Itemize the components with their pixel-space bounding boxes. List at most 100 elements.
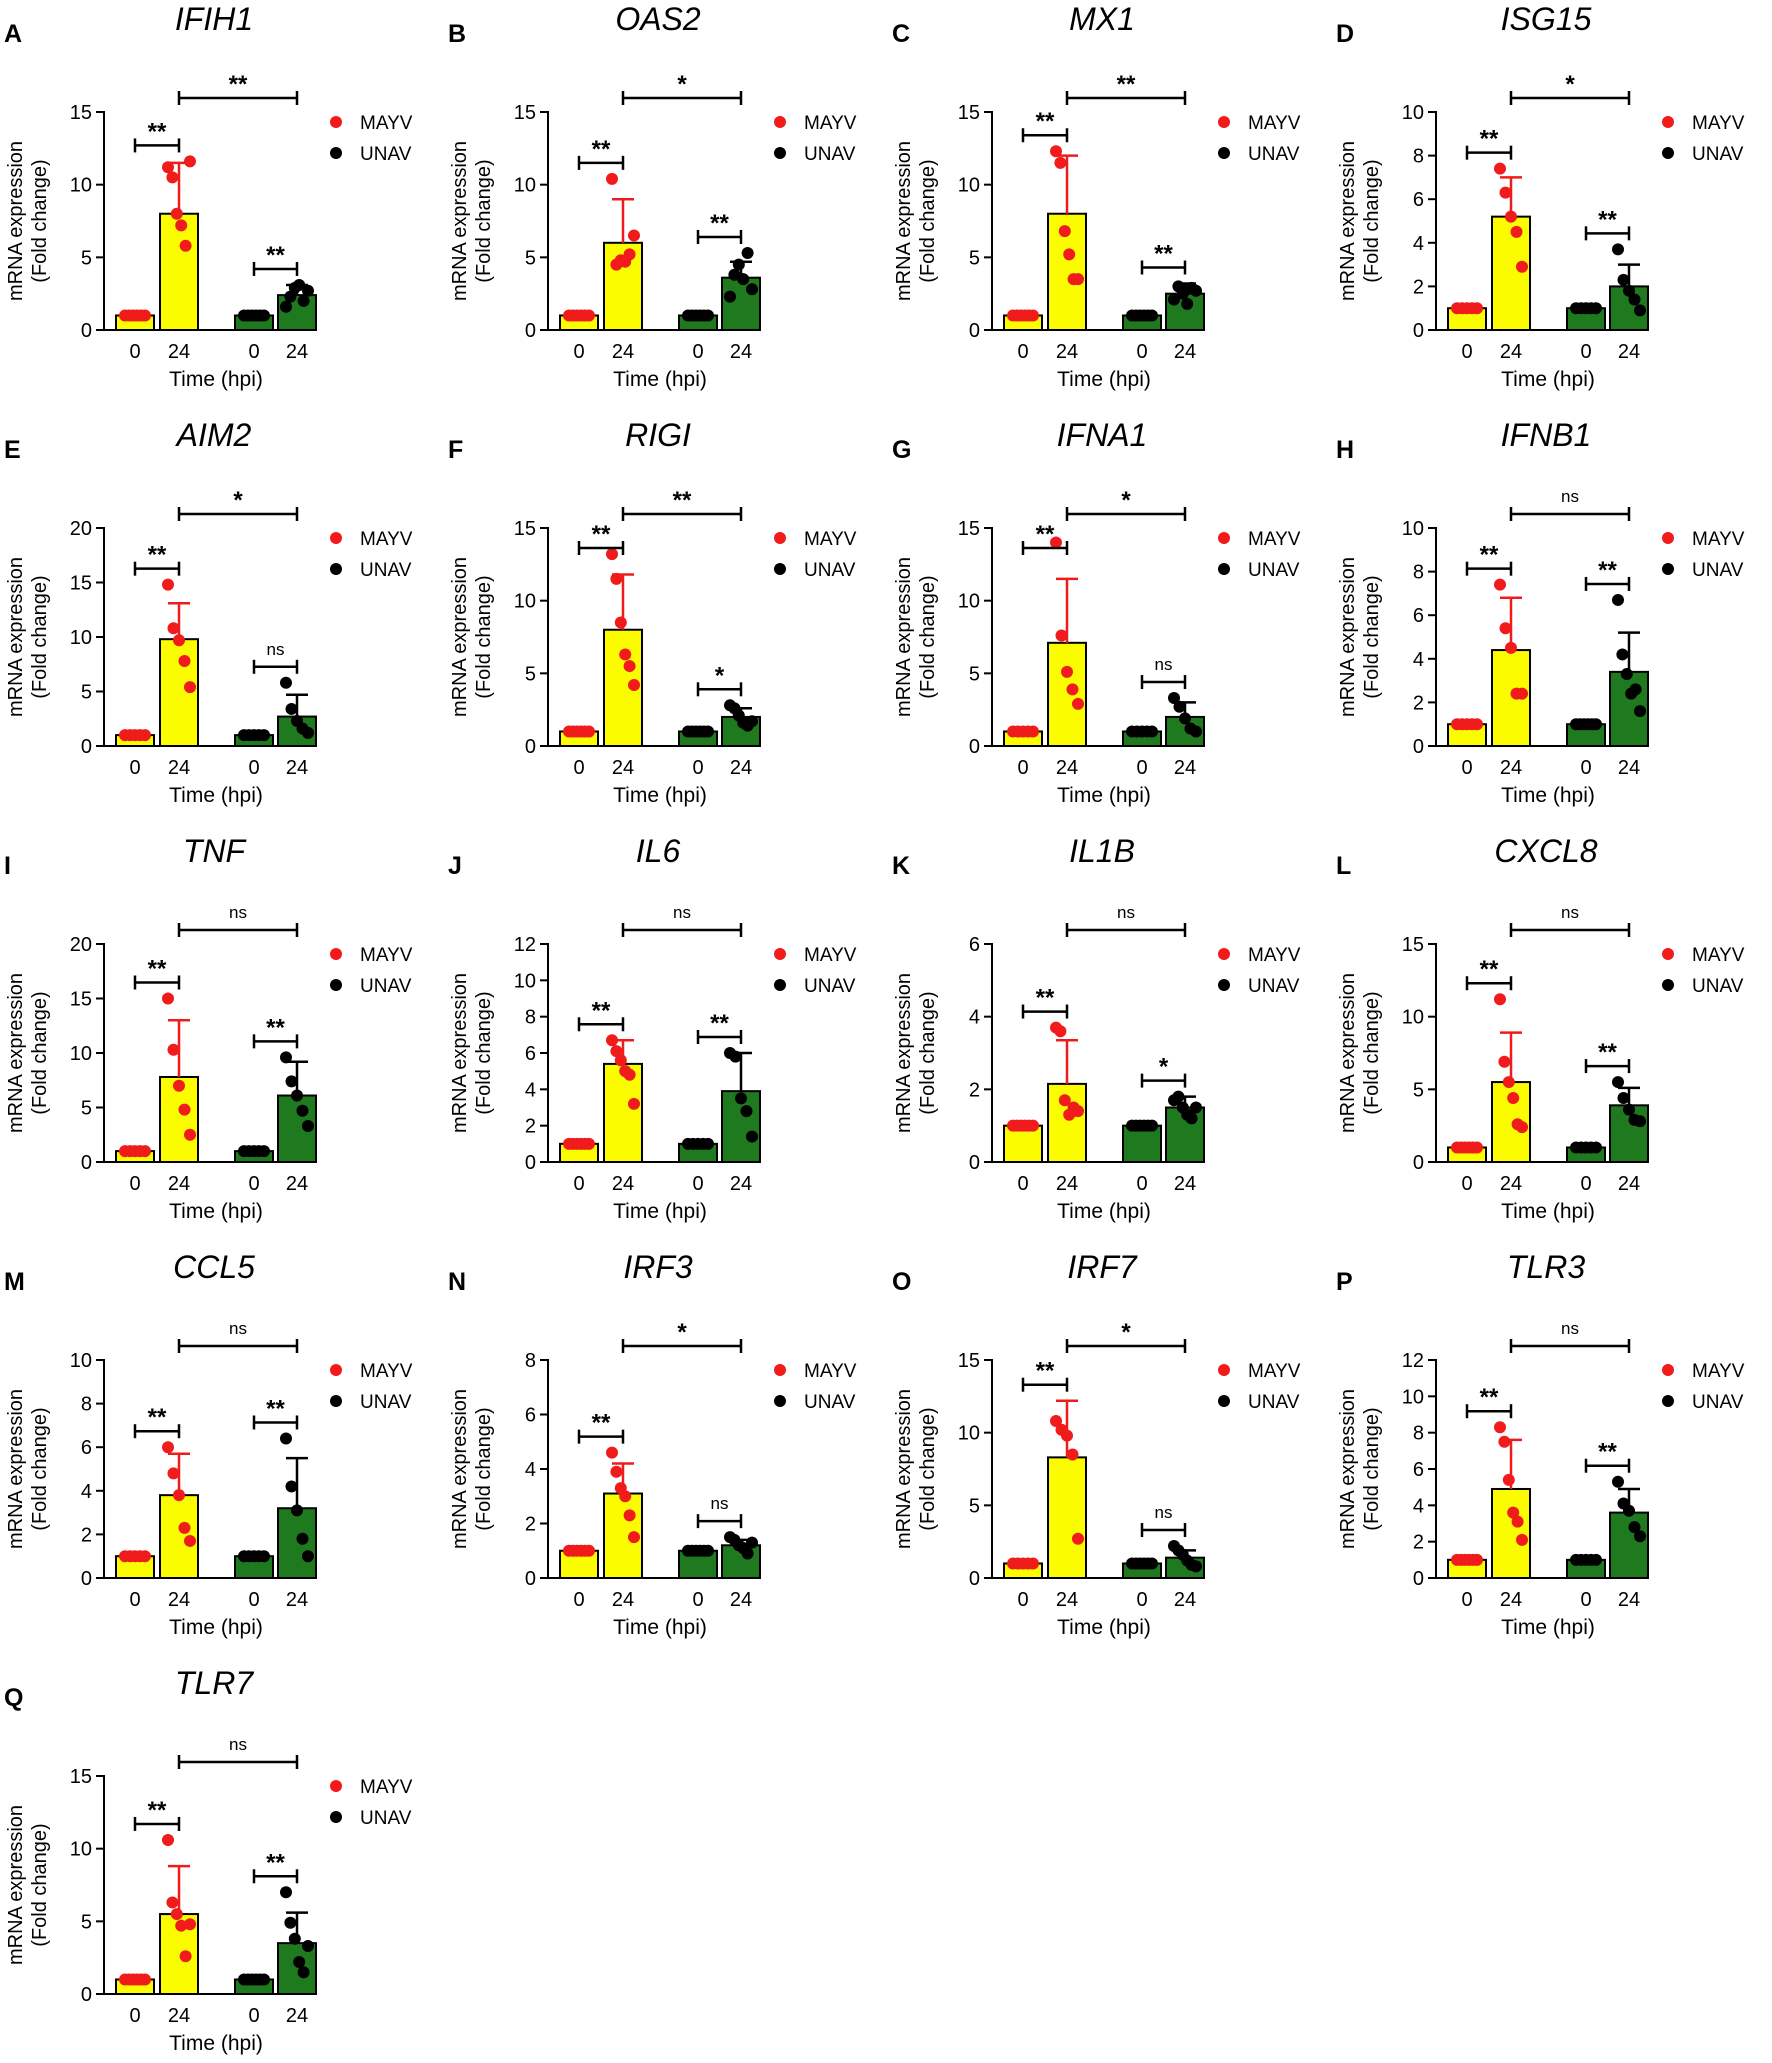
y-tick-label: 10 <box>70 1043 92 1065</box>
sig-bracket-unav-label: * <box>1159 1054 1169 1081</box>
y-tick-label: 2 <box>1413 1532 1424 1554</box>
y-tick-label: 4 <box>1413 1495 1424 1517</box>
y-tick-label: 8 <box>1413 562 1424 584</box>
data-point <box>619 648 632 661</box>
data-point <box>175 219 188 232</box>
y-tick-label: 8 <box>1413 146 1424 168</box>
legend-marker <box>1662 147 1674 159</box>
legend-marker <box>1662 563 1674 575</box>
bar <box>1491 1487 1531 1580</box>
data-point <box>606 1034 618 1047</box>
y-axis-label-line: (Fold change) <box>473 991 495 1114</box>
panel-letter: M <box>4 1268 25 1296</box>
y-axis-label: mRNA expression (Fold change) <box>5 973 51 1133</box>
panel-title: CCL5 <box>173 1249 255 1285</box>
legend-marker <box>330 532 342 544</box>
legend-marker <box>330 147 342 159</box>
data-point <box>1058 1094 1071 1107</box>
data-point <box>258 729 270 742</box>
sig-bracket-between-label: * <box>677 1319 687 1346</box>
legend-label: MAYV <box>1248 529 1301 550</box>
data-point <box>583 1544 595 1557</box>
data-point <box>179 1950 192 1963</box>
sig-bracket-between-label: ns <box>1117 903 1135 922</box>
data-point <box>606 1446 618 1459</box>
data-point <box>139 1973 151 1986</box>
data-point <box>296 1104 309 1117</box>
data-point <box>628 1531 640 1544</box>
data-point <box>724 290 736 303</box>
panel-title: IFNB1 <box>1501 417 1592 453</box>
data-point <box>1590 718 1602 731</box>
y-axis-label: mRNA expression (Fold change) <box>893 141 939 301</box>
panel-letter: E <box>4 436 21 464</box>
data-point <box>1050 1415 1062 1428</box>
y-tick-label: 0 <box>969 1568 980 1590</box>
y-axis-label-line: (Fold change) <box>29 159 51 282</box>
x-tick-label: 24 <box>286 1589 308 1611</box>
data-point <box>291 1504 303 1517</box>
panel-letter: O <box>892 1268 911 1296</box>
x-tick-label: 0 <box>573 1589 584 1611</box>
x-tick-label: 24 <box>612 1589 634 1611</box>
data-point <box>1502 1076 1515 1089</box>
y-tick-label: 15 <box>70 989 92 1011</box>
legend-label: MAYV <box>360 529 413 550</box>
data-point <box>1634 705 1646 718</box>
panel-A: A IFIH1 mRNA expression (Fold change) 0 5 10 15… <box>4 1 413 391</box>
y-axis-label-line: (Fold change) <box>29 1407 51 1530</box>
sig-bracket-mayv-label: ** <box>592 1410 611 1437</box>
panel-title: OAS2 <box>615 1 701 37</box>
x-tick-label: 0 <box>1017 341 1028 363</box>
x-axis-label: Time (hpi) <box>613 784 707 807</box>
y-axis-label: mRNA expression (Fold change) <box>5 557 51 717</box>
x-tick-label: 0 <box>692 757 703 779</box>
data-point <box>288 1932 301 1945</box>
x-tick-label: 24 <box>168 2005 190 2027</box>
data-point <box>1190 1101 1202 1114</box>
y-tick-label: 0 <box>969 320 980 342</box>
x-tick-label: 24 <box>168 1173 190 1195</box>
x-tick-label: 24 <box>1500 757 1522 779</box>
legend-marker <box>330 116 342 128</box>
y-tick-label: 4 <box>525 1079 536 1101</box>
data-point <box>606 548 618 561</box>
legend-marker <box>1662 948 1674 960</box>
y-axis-label-line: mRNA expression <box>1337 141 1359 301</box>
y-tick-label: 5 <box>81 1098 92 1120</box>
y-axis-label: mRNA expression (Fold change) <box>5 141 51 301</box>
legend-marker <box>330 1364 342 1376</box>
x-tick-label: 24 <box>1174 757 1196 779</box>
sig-bracket-between-label: ns <box>1561 903 1579 922</box>
y-axis-label-line: (Fold change) <box>29 991 51 1114</box>
data-point <box>1612 243 1624 256</box>
panel-letter: L <box>1336 852 1351 880</box>
x-tick-label: 0 <box>1580 1173 1591 1195</box>
legend-label: MAYV <box>1692 945 1745 966</box>
data-point <box>623 660 636 673</box>
sig-bracket-mayv-label: ** <box>1480 542 1499 569</box>
legend-label: MAYV <box>1692 529 1745 550</box>
panel-B: B OAS2 mRNA expression (Fold change) 0 5 10 15 0… <box>448 1 857 391</box>
data-point <box>285 1480 298 1493</box>
data-point <box>184 155 196 168</box>
x-tick-label: 24 <box>1174 1589 1196 1611</box>
x-tick-label: 0 <box>248 341 259 363</box>
data-point <box>280 300 292 313</box>
data-point <box>614 616 627 629</box>
panel-title: ISG15 <box>1501 1 1592 37</box>
bar <box>1165 292 1205 331</box>
data-point <box>297 1966 310 1979</box>
x-tick-label: 24 <box>1056 757 1078 779</box>
y-tick-label: 10 <box>70 1839 92 1861</box>
x-tick-label: 24 <box>168 1589 190 1611</box>
data-point <box>628 1097 640 1110</box>
sig-bracket-mayv-label: ** <box>1480 1384 1499 1411</box>
y-tick-label: 10 <box>514 175 536 197</box>
y-axis-label-line: (Fold change) <box>473 575 495 698</box>
x-tick-label: 0 <box>1017 1173 1028 1195</box>
x-tick-label: 0 <box>129 2005 140 2027</box>
x-tick-label: 0 <box>1136 757 1147 779</box>
legend-marker <box>330 1811 342 1823</box>
data-point <box>746 715 758 728</box>
